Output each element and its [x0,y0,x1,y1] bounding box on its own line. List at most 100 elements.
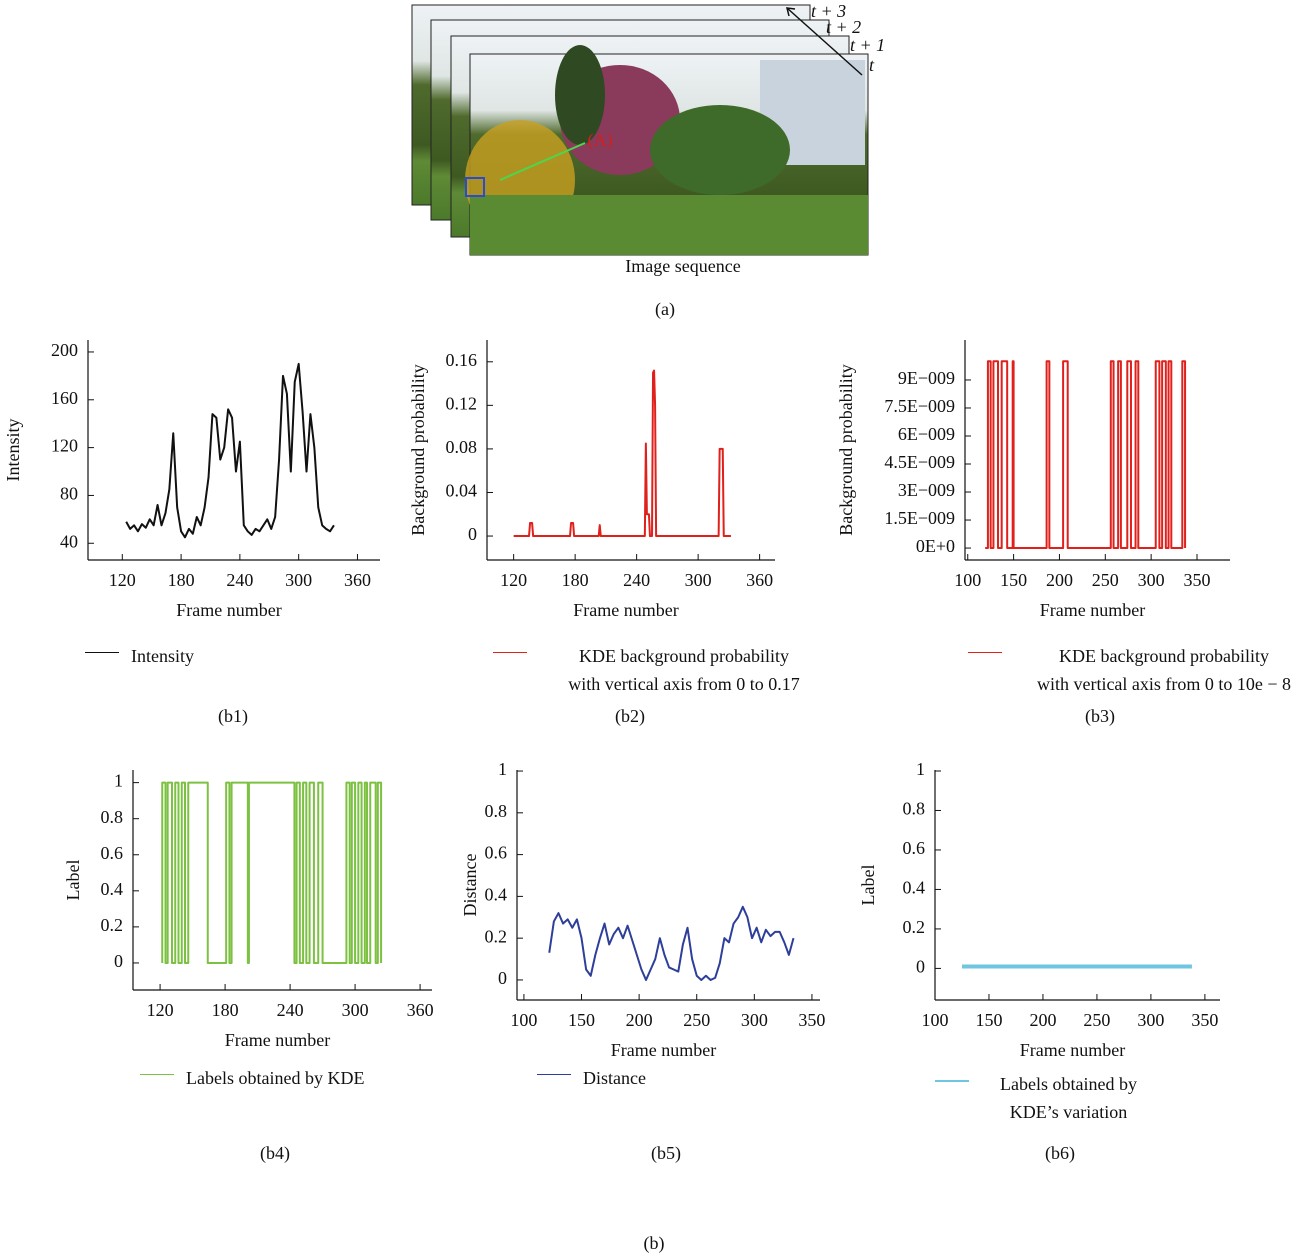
x-tick-label: 350 [1183,570,1210,590]
data-line [548,905,795,981]
y-tick-label: 1 [114,771,123,791]
legend-swatch [85,652,119,653]
caption: (b) [644,1233,665,1254]
x-tick-label: 200 [626,1010,653,1030]
y-tick-label: 0.6 [485,843,508,863]
y-axis-label: Distance [460,854,480,917]
y-tick-label: 9E−009 [898,368,955,388]
x-tick-label: 120 [500,570,527,590]
image-label: Image sequence [625,256,740,276]
x-tick-label: 300 [1138,570,1165,590]
x-tick-label: 240 [277,1000,304,1020]
x-tick-label: 240 [623,570,650,590]
y-tick-label: 0.12 [446,393,478,413]
x-tick-label: 150 [975,1010,1002,1030]
x-tick-label: 250 [683,1010,710,1030]
x-tick-label: 250 [1092,570,1119,590]
legend-text-block: KDE background probability with vertical … [539,642,829,698]
x-axis-label: Frame number [573,600,678,620]
frame-label: t [869,55,875,75]
caption: (b6) [1045,1143,1075,1164]
point-label: (A) [588,130,613,151]
legend: KDE background probability with vertical … [968,642,1307,698]
x-axis-label: Frame number [176,600,281,620]
y-tick-label: 0.4 [485,885,508,905]
legend-label: Intensity [131,646,194,666]
y-tick-label: 4.5E−009 [884,452,955,472]
legend-note: with vertical axis from 0 to 0.17 [568,674,800,694]
data-line [125,362,335,539]
legend: Distance [537,1064,646,1092]
x-tick-label: 300 [285,570,312,590]
y-tick-label: 0.2 [485,926,508,946]
legend-swatch [537,1074,571,1075]
arrow-head [786,7,796,17]
frame-label: t + 3 [811,1,846,21]
legend-swatch [935,1080,969,1082]
lawn [470,195,868,255]
y-tick-label: 0 [114,951,123,971]
caption: (b4) [260,1143,290,1164]
x-tick-label: 240 [226,570,253,590]
legend-label: Labels obtained by KDE’s variation [1000,1074,1137,1122]
y-axis-label: Intensity [3,419,23,482]
legend: Labels obtained by KDE’s variation [935,1070,1156,1126]
x-tick-label: 300 [741,1010,768,1030]
x-tick-label: 150 [568,1010,595,1030]
bush [650,105,790,195]
x-tick-label: 120 [109,570,136,590]
x-tick-label: 180 [562,570,589,590]
tree [555,45,605,145]
arrow [499,142,586,181]
legend-text-block: Labels obtained by KDE’s variation [981,1070,1156,1126]
caption: (a) [655,299,675,320]
x-tick-label: 350 [1191,1010,1218,1030]
y-tick-label: 1 [916,759,925,779]
y-tick-label: 0.2 [903,917,926,937]
data-line [513,369,731,538]
y-tick-label: 0 [498,968,507,988]
y-tick-label: 6E−009 [898,424,955,444]
legend-label: KDE background probability [1059,646,1269,666]
x-tick-label: 150 [1000,570,1027,590]
data-line [161,781,383,964]
legend-label: KDE background probability [579,646,789,666]
y-tick-label: 0.2 [101,915,124,935]
y-tick-label: 0.8 [101,807,124,827]
legend: Intensity [85,642,194,670]
x-tick-label: 360 [344,570,371,590]
y-tick-label: 1.5E−009 [884,508,955,528]
y-tick-label: 0.4 [903,878,926,898]
x-axis-label: Frame number [1020,1040,1125,1060]
y-tick-label: 0.04 [446,481,478,501]
legend: Labels obtained by KDE [140,1064,364,1092]
y-tick-label: 0.6 [101,843,124,863]
legend-swatch [493,652,527,653]
legend-label: Labels obtained by KDE [186,1068,365,1088]
y-tick-label: 0.8 [485,801,508,821]
y-tick-label: 160 [51,388,78,408]
legend-label: Distance [583,1068,646,1088]
y-tick-label: 0 [916,957,925,977]
y-tick-label: 0.8 [903,799,926,819]
y-axis-label: Background probability [836,364,856,535]
legend-note: with vertical axis from 0 to 10e − 8 [1036,674,1292,694]
x-tick-label: 300 [685,570,712,590]
legend-text-block: Intensity [131,642,194,670]
y-tick-label: 200 [51,340,78,360]
x-tick-label: 180 [212,1000,239,1020]
legend-text-block: Distance [583,1064,646,1092]
image-stack [411,4,869,256]
x-tick-label: 300 [1137,1010,1164,1030]
data-line [985,360,1187,550]
y-axis-label: Label [858,865,878,906]
caption: (b1) [218,706,248,727]
y-tick-label: 80 [60,484,78,504]
frame-label: t + 1 [850,35,885,55]
x-tick-label: 250 [1083,1010,1110,1030]
x-tick-label: 100 [954,570,981,590]
y-tick-label: 0.4 [101,879,124,899]
y-tick-label: 120 [51,436,78,456]
caption: (b5) [651,1143,681,1164]
